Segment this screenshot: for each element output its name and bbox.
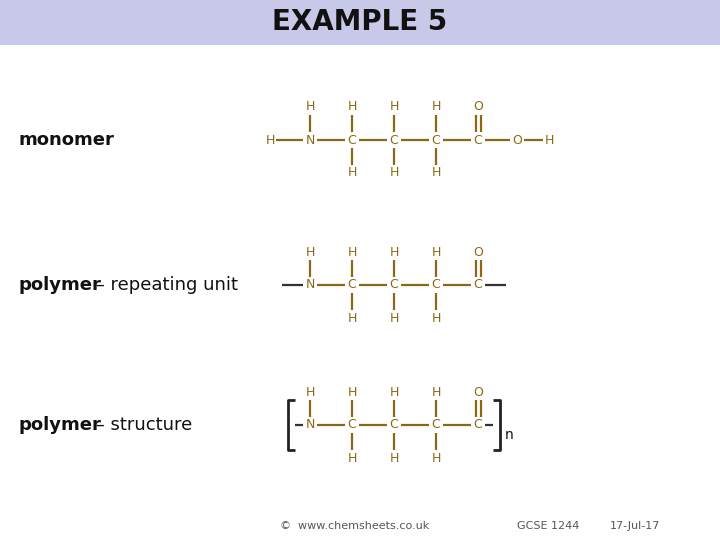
Text: H: H: [431, 100, 441, 113]
Text: GCSE 1244: GCSE 1244: [517, 521, 579, 531]
Text: polymer: polymer: [18, 276, 101, 294]
Text: H: H: [390, 246, 399, 259]
Text: – structure: – structure: [90, 416, 192, 434]
Text: C: C: [348, 418, 356, 431]
Text: H: H: [390, 451, 399, 464]
Text: H: H: [431, 451, 441, 464]
Text: H: H: [305, 246, 315, 259]
Text: O: O: [473, 386, 483, 399]
Text: N: N: [305, 133, 315, 146]
Text: O: O: [512, 133, 522, 146]
Text: C: C: [431, 133, 441, 146]
Text: H: H: [431, 386, 441, 399]
Text: N: N: [305, 418, 315, 431]
Text: H: H: [390, 100, 399, 113]
Text: H: H: [431, 312, 441, 325]
Text: H: H: [347, 100, 356, 113]
Text: C: C: [390, 418, 398, 431]
Text: C: C: [474, 279, 482, 292]
Text: H: H: [305, 100, 315, 113]
Text: H: H: [305, 386, 315, 399]
FancyBboxPatch shape: [0, 0, 720, 45]
Text: C: C: [431, 279, 441, 292]
Text: C: C: [390, 279, 398, 292]
Text: C: C: [431, 418, 441, 431]
Text: H: H: [390, 386, 399, 399]
Text: – repeating unit: – repeating unit: [90, 276, 238, 294]
Text: 17-Jul-17: 17-Jul-17: [610, 521, 660, 531]
Text: H: H: [390, 312, 399, 325]
Text: H: H: [347, 246, 356, 259]
Text: monomer: monomer: [18, 131, 114, 149]
Text: H: H: [544, 133, 554, 146]
Text: H: H: [347, 451, 356, 464]
Text: H: H: [431, 166, 441, 179]
Text: C: C: [348, 279, 356, 292]
Text: H: H: [390, 166, 399, 179]
Text: C: C: [348, 133, 356, 146]
Text: H: H: [265, 133, 275, 146]
Text: C: C: [390, 133, 398, 146]
Text: N: N: [305, 279, 315, 292]
Text: n: n: [505, 428, 514, 442]
Text: C: C: [474, 418, 482, 431]
Text: H: H: [347, 312, 356, 325]
Text: C: C: [474, 133, 482, 146]
Text: H: H: [431, 246, 441, 259]
Text: EXAMPLE 5: EXAMPLE 5: [272, 9, 448, 37]
Text: O: O: [473, 246, 483, 259]
Text: ©  www.chemsheets.co.uk: © www.chemsheets.co.uk: [280, 521, 430, 531]
Text: H: H: [347, 386, 356, 399]
Text: polymer: polymer: [18, 416, 101, 434]
Text: O: O: [473, 100, 483, 113]
Text: H: H: [347, 166, 356, 179]
